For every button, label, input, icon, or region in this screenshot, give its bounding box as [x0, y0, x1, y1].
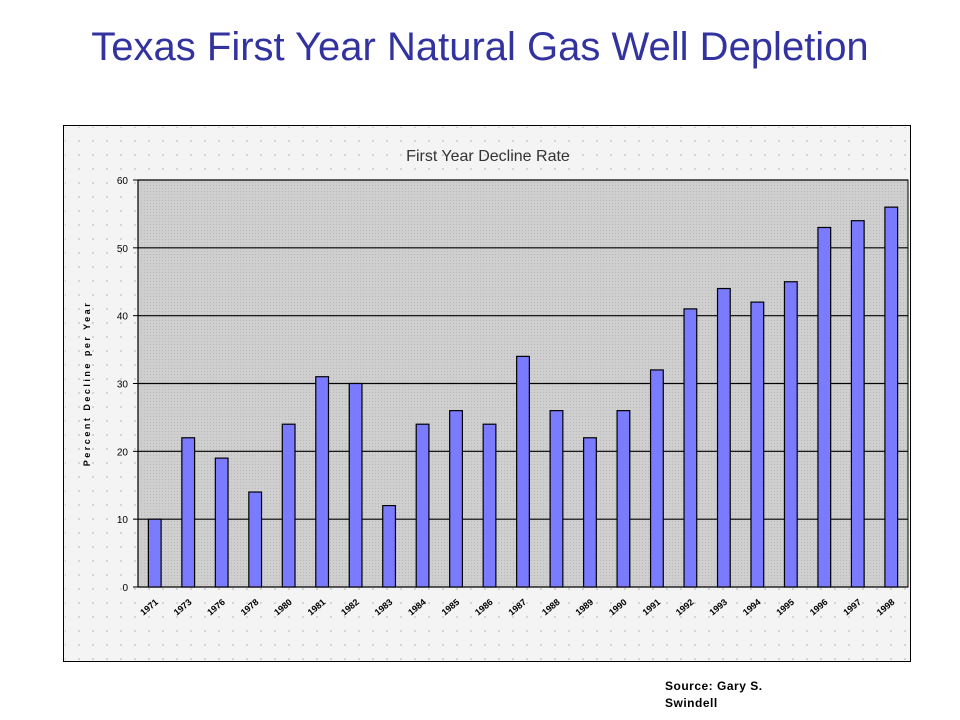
source-note: Source: Gary S. Swindell — [665, 679, 763, 710]
y-tick-label: 30 — [117, 380, 129, 391]
bar — [147, 518, 162, 588]
y-tick-label: 0 — [122, 583, 128, 594]
y-tick-label: 40 — [117, 312, 129, 323]
chart-title: First Year Decline Rate — [406, 148, 570, 165]
slide-title: Texas First Year Natural Gas Well Deplet… — [91, 25, 869, 69]
bar — [683, 308, 698, 588]
bar — [315, 376, 330, 588]
bar — [248, 491, 263, 588]
bar — [482, 423, 497, 588]
y-tick-label: 20 — [117, 447, 129, 458]
chart-svg: First Year Decline Rate 0 10 20 30 40 50 60 Per… — [62, 124, 912, 663]
bar — [884, 206, 899, 588]
bar — [181, 437, 196, 588]
y-axis-label: Percent Decline per Year — [82, 301, 92, 466]
bar — [582, 437, 597, 588]
bar — [415, 423, 430, 588]
bar — [616, 410, 631, 588]
y-tick-label: 60 — [117, 176, 129, 187]
y-tick-label: 10 — [117, 515, 129, 526]
bar — [783, 281, 798, 588]
bar — [516, 355, 530, 588]
bar — [850, 220, 865, 588]
bar — [382, 505, 397, 588]
bar — [449, 410, 464, 588]
bar — [549, 410, 564, 588]
bar — [348, 382, 363, 588]
bar — [214, 457, 229, 588]
bar — [649, 369, 664, 588]
y-tick-label: 50 — [117, 244, 129, 255]
bar — [281, 423, 296, 588]
bar — [716, 287, 731, 588]
bar — [817, 226, 832, 588]
bar — [750, 301, 765, 588]
chart: First Year Decline Rate 0 10 20 30 40 50 60 Per… — [62, 124, 912, 663]
